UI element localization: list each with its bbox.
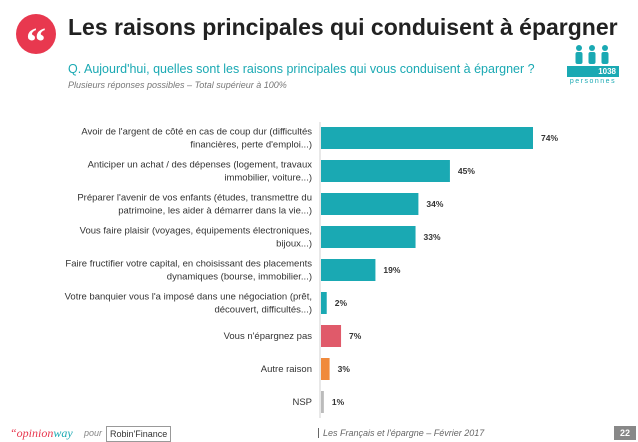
opinionway-logo: “opinionway (10, 426, 73, 440)
survey-note: Plusieurs réponses possibles – Total sup… (68, 80, 287, 90)
category-label: Faire fructifier votre capital, en chois… (65, 259, 312, 283)
people-icon (575, 45, 609, 64)
bar (321, 259, 376, 281)
value-label: 19% (383, 265, 400, 275)
footer: “opinionway pour Robin'Finance Les Franç… (0, 426, 638, 442)
page-title: Les raisons principales qui conduisent à… (68, 14, 618, 40)
category-label: NSP (292, 397, 312, 408)
value-label: 74% (541, 133, 558, 143)
category-label: Vous n'épargnez pas (224, 331, 313, 342)
page-number: 22 (614, 426, 636, 440)
bar (321, 226, 416, 248)
quote-icon: “ (16, 14, 56, 64)
survey-question: Q. Aujourd'hui, quelles sont les raisons… (68, 62, 535, 76)
category-label: Anticiper un achat / des dépenses (logem… (88, 160, 313, 184)
value-label: 33% (424, 232, 441, 242)
value-label: 1% (332, 397, 345, 407)
bar (321, 391, 324, 413)
bar (321, 193, 419, 215)
category-label: Vous faire plaisir (voyages, équipements… (80, 226, 312, 250)
value-label: 3% (338, 364, 351, 374)
bar (321, 358, 330, 380)
bar (321, 127, 533, 149)
footer-pour: pour (84, 428, 103, 438)
category-label: Préparer l'avenir de vos enfants (études… (77, 193, 312, 217)
bar (321, 160, 450, 182)
value-label: 34% (426, 199, 443, 209)
sample-label: personnes (569, 78, 617, 85)
sample-count: 1038 (567, 66, 619, 77)
category-label: Avoir de l'argent de côté en cas de coup… (81, 127, 312, 151)
value-label: 2% (335, 298, 348, 308)
category-label: Votre banquier vous l'a imposé dans une … (65, 292, 312, 316)
footer-caption: Les Français et l'épargne – Février 2017 (318, 428, 484, 438)
value-label: 45% (458, 166, 475, 176)
bar (321, 292, 327, 314)
sample-size-badge: 1038 personnes (563, 44, 623, 88)
partner-logo: Robin'Finance (106, 426, 172, 442)
value-label: 7% (349, 331, 362, 341)
category-label: Autre raison (261, 364, 312, 375)
bar (321, 325, 342, 347)
